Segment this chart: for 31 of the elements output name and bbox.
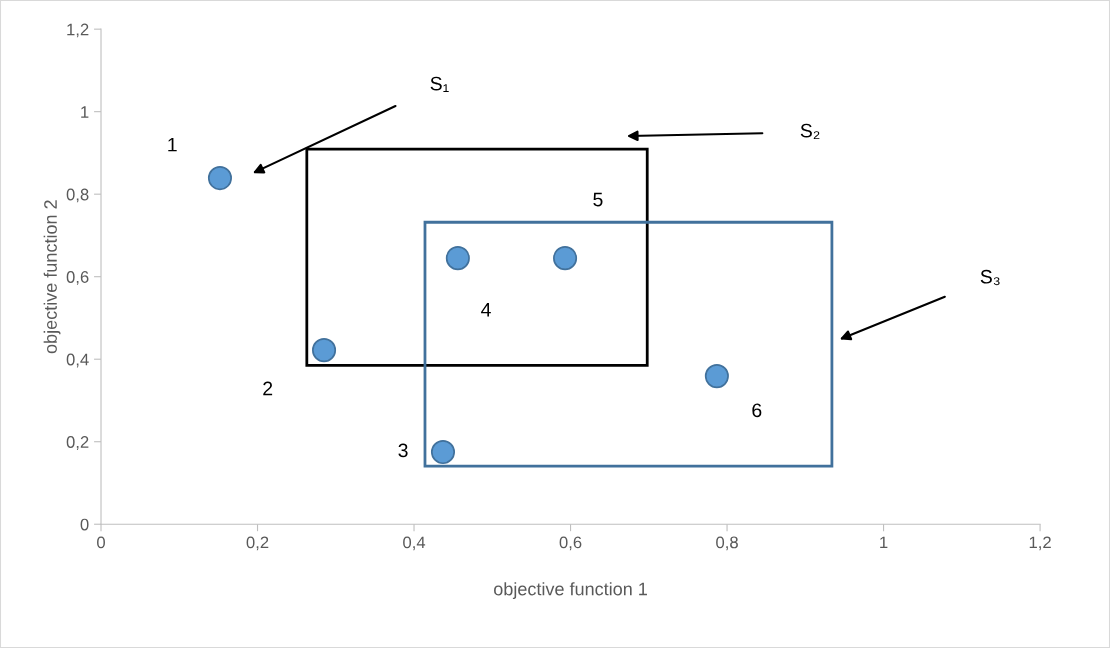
x-tick-label: 0,8 [716, 536, 738, 551]
y-tick-label: 1,2 [67, 23, 89, 38]
y-tick-label: 0,4 [66, 353, 89, 368]
x-tick-label: 0,6 [559, 536, 582, 551]
y-tick-label: 0,6 [66, 271, 89, 285]
y-tick-label: 0,8 [66, 188, 89, 203]
point [312, 338, 337, 363]
x-tick-label: 1,2 [1029, 536, 1051, 551]
x-tick-label: 0,4 [403, 536, 426, 551]
y-tick-label: 0 [80, 518, 89, 531]
x-axis-title: objective function 1 [494, 582, 647, 599]
x-tick-label: 0,2 [246, 536, 269, 551]
y-axis-title: objective function 2 [43, 200, 61, 354]
point [430, 440, 456, 465]
annotation: S₁ [430, 76, 449, 92]
y-tick-label: 1 [81, 106, 89, 118]
y-tick-label: 0,2 [66, 436, 89, 450]
point [207, 166, 232, 191]
point [704, 364, 729, 389]
annotation: 3 [398, 443, 408, 458]
annotation: 6 [752, 403, 762, 418]
annotation: S₂ [800, 123, 820, 139]
annotation: 5 [593, 192, 603, 207]
annotation: S₃ [980, 269, 1000, 286]
x-tick-label: 1 [880, 536, 888, 549]
annotation: 1 [168, 137, 177, 152]
annotation: 2 [263, 381, 273, 396]
point [553, 246, 578, 271]
point [445, 246, 470, 271]
annotation: 4 [481, 303, 491, 317]
x-tick-label: 0 [97, 536, 105, 549]
